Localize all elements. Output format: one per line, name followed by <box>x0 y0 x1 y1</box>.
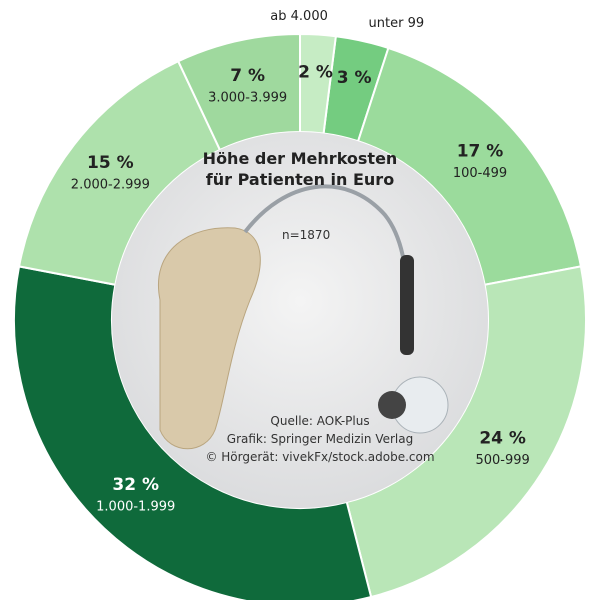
sample-size: n=1870 <box>282 228 331 242</box>
category-label: unter 99 <box>369 16 425 31</box>
percent-label: 7 % <box>230 66 265 86</box>
category-label: 1.000-1.999 <box>96 499 175 514</box>
percent-label: 15 % <box>87 153 134 173</box>
percent-label: 24 % <box>479 429 526 449</box>
chart-title: Höhe der Mehrkosten für Patienten in Eur… <box>202 149 398 189</box>
credit: Grafik: Springer Medizin Verlag <box>226 432 414 446</box>
image-credit: © Hörgerät: vivekFx/stock.adobe.com <box>205 450 435 464</box>
percent-label: 3 % <box>337 68 372 88</box>
source: Quelle: AOK-Plus <box>270 414 370 428</box>
category-label: 100-499 <box>453 166 507 181</box>
category-label: 500-999 <box>475 453 529 468</box>
category-label: 2.000-2.999 <box>71 177 150 192</box>
percent-label: 17 % <box>457 141 504 161</box>
hearing-aid-illustration <box>158 184 449 450</box>
category-label: ab 4.000 <box>270 9 328 24</box>
percent-label: 2 % <box>298 62 333 82</box>
percent-label: 32 % <box>112 475 159 495</box>
category-label: 3.000-3.999 <box>208 90 287 105</box>
